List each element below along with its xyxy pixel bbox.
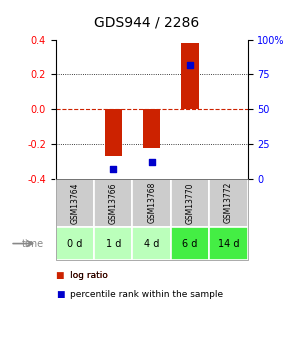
Text: GSM13770: GSM13770: [185, 182, 195, 224]
Point: [111, 166, 115, 172]
Text: log ratio: log ratio: [70, 271, 108, 280]
Text: GSM13772: GSM13772: [224, 182, 233, 224]
Bar: [132, 179, 171, 227]
Text: 6 d: 6 d: [182, 238, 198, 248]
Bar: [209, 179, 248, 227]
Text: time: time: [22, 238, 44, 248]
Text: percentile rank within the sample: percentile rank within the sample: [70, 290, 223, 299]
Bar: [94, 179, 132, 227]
Text: GSM13768: GSM13768: [147, 182, 156, 224]
Text: ■  log ratio: ■ log ratio: [56, 271, 108, 280]
Bar: [56, 179, 94, 227]
Text: GDS944 / 2286: GDS944 / 2286: [94, 16, 199, 29]
Bar: [132, 227, 171, 260]
Bar: [181, 43, 199, 109]
Text: GSM13764: GSM13764: [70, 182, 79, 224]
Text: 0 d: 0 d: [67, 238, 83, 248]
Text: GSM13766: GSM13766: [109, 182, 118, 224]
Bar: [105, 109, 122, 156]
Point: [188, 62, 192, 68]
Bar: [171, 227, 209, 260]
Bar: [209, 227, 248, 260]
Bar: [94, 227, 132, 260]
Point: [149, 159, 154, 165]
Bar: [143, 109, 160, 148]
Text: 14 d: 14 d: [218, 238, 239, 248]
Text: ■: ■: [56, 290, 64, 299]
Bar: [56, 227, 94, 260]
Text: 4 d: 4 d: [144, 238, 159, 248]
Bar: [171, 179, 209, 227]
Text: 1 d: 1 d: [105, 238, 121, 248]
